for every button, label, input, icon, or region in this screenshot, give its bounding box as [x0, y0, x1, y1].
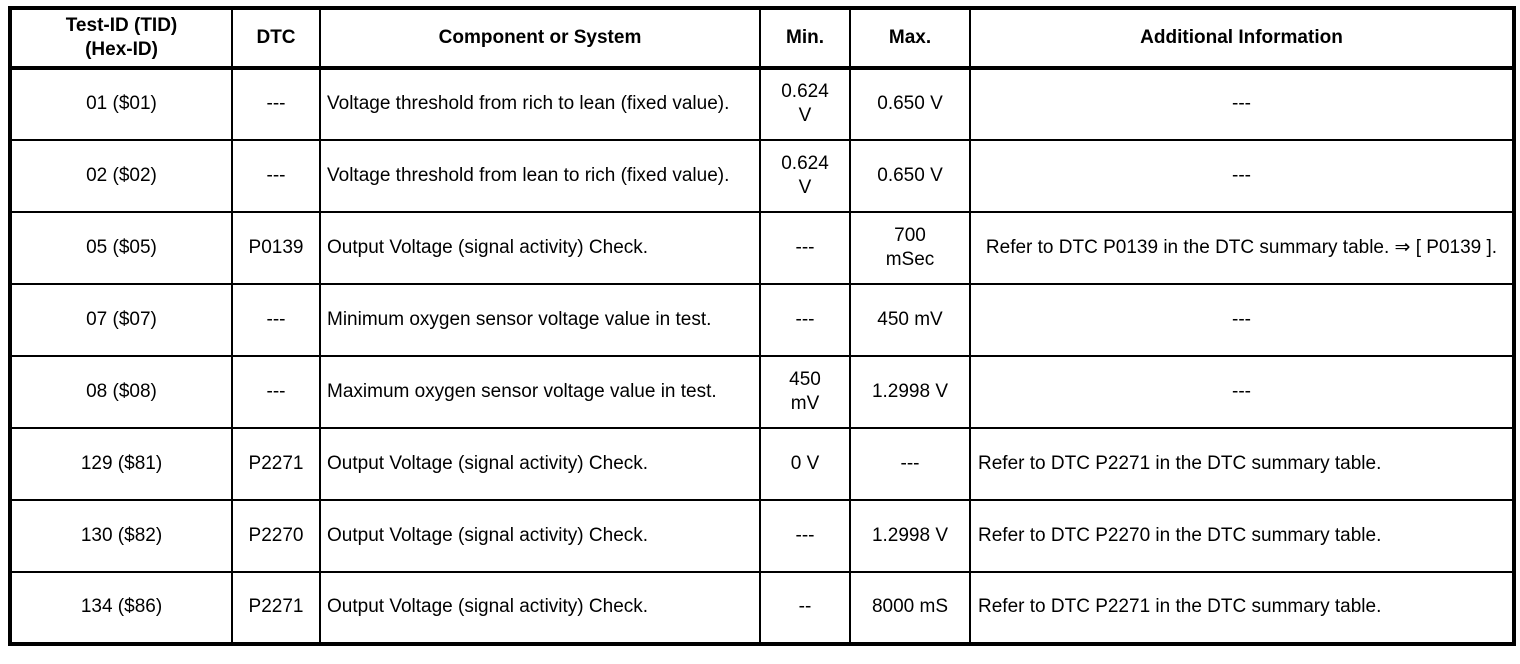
cell-max: 8000 mS [849, 570, 971, 645]
cell-dtc: --- [231, 66, 321, 141]
cell-additional-info: Refer to DTC P2271 in the DTC summary ta… [969, 426, 1515, 501]
cell-max: --- [849, 426, 971, 501]
cell-component: Output Voltage (signal activity) Check. [319, 210, 761, 285]
cell-max: 0.650 V [849, 138, 971, 213]
table-row: 01 ($01) --- Voltage threshold from rich… [9, 66, 1515, 141]
cell-component: Voltage threshold from rich to lean (fix… [319, 66, 761, 141]
cell-dtc: P0139 [231, 210, 321, 285]
cell-additional-info: --- [969, 138, 1515, 213]
cell-test-id: 08 ($08) [9, 354, 233, 429]
test-id-table: Test-ID (TID) (Hex-ID) DTC Component or … [8, 6, 1516, 646]
header-row: Test-ID (TID) (Hex-ID) DTC Component or … [9, 7, 1515, 70]
cell-min: -- [759, 570, 851, 645]
cell-min: 0.624 V [759, 66, 851, 141]
cell-component: Output Voltage (signal activity) Check. [319, 426, 761, 501]
table-body: 01 ($01) --- Voltage threshold from rich… [9, 66, 1515, 645]
cell-test-id: 02 ($02) [9, 138, 233, 213]
cell-test-id: 134 ($86) [9, 570, 233, 645]
header-additional-info: Additional Information [969, 7, 1515, 70]
table-row: 05 ($05) P0139 Output Voltage (signal ac… [9, 210, 1515, 285]
cell-test-id: 01 ($01) [9, 66, 233, 141]
cell-dtc: --- [231, 282, 321, 357]
cell-additional-info: --- [969, 282, 1515, 357]
header-dtc: DTC [231, 7, 321, 70]
table-row: 130 ($82) P2270 Output Voltage (signal a… [9, 498, 1515, 573]
cell-component: Output Voltage (signal activity) Check. [319, 570, 761, 645]
cell-max: 1.2998 V [849, 354, 971, 429]
table-row: 02 ($02) --- Voltage threshold from lean… [9, 138, 1515, 213]
cell-test-id: 05 ($05) [9, 210, 233, 285]
cell-dtc: --- [231, 354, 321, 429]
cell-component: Minimum oxygen sensor voltage value in t… [319, 282, 761, 357]
cell-additional-info: Refer to DTC P0139 in the DTC summary ta… [969, 210, 1515, 285]
cell-dtc: --- [231, 138, 321, 213]
cell-max: 450 mV [849, 282, 971, 357]
cell-max: 700 mSec [849, 210, 971, 285]
cell-min: 0.624 V [759, 138, 851, 213]
cell-min: --- [759, 282, 851, 357]
cell-component: Voltage threshold from lean to rich (fix… [319, 138, 761, 213]
cell-min: 0 V [759, 426, 851, 501]
table-header: Test-ID (TID) (Hex-ID) DTC Component or … [9, 7, 1515, 70]
cell-test-id: 130 ($82) [9, 498, 233, 573]
cell-test-id: 07 ($07) [9, 282, 233, 357]
table-row: 129 ($81) P2271 Output Voltage (signal a… [9, 426, 1515, 501]
table-row: 134 ($86) P2271 Output Voltage (signal a… [9, 570, 1515, 645]
header-component: Component or System [319, 7, 761, 70]
cell-dtc: P2271 [231, 426, 321, 501]
cell-dtc: P2271 [231, 570, 321, 645]
header-max: Max. [849, 7, 971, 70]
cell-additional-info: --- [969, 354, 1515, 429]
cell-test-id: 129 ($81) [9, 426, 233, 501]
cell-max: 1.2998 V [849, 498, 971, 573]
header-min: Min. [759, 7, 851, 70]
cell-min: --- [759, 498, 851, 573]
cell-min: --- [759, 210, 851, 285]
cell-additional-info: Refer to DTC P2270 in the DTC summary ta… [969, 498, 1515, 573]
cell-dtc: P2270 [231, 498, 321, 573]
cell-component: Output Voltage (signal activity) Check. [319, 498, 761, 573]
cell-component: Maximum oxygen sensor voltage value in t… [319, 354, 761, 429]
cell-min: 450 mV [759, 354, 851, 429]
cell-max: 0.650 V [849, 66, 971, 141]
table-row: 07 ($07) --- Minimum oxygen sensor volta… [9, 282, 1515, 357]
cell-additional-info: --- [969, 66, 1515, 141]
header-test-id: Test-ID (TID) (Hex-ID) [9, 7, 233, 70]
cell-additional-info: Refer to DTC P2271 in the DTC summary ta… [969, 570, 1515, 645]
table-row: 08 ($08) --- Maximum oxygen sensor volta… [9, 354, 1515, 429]
